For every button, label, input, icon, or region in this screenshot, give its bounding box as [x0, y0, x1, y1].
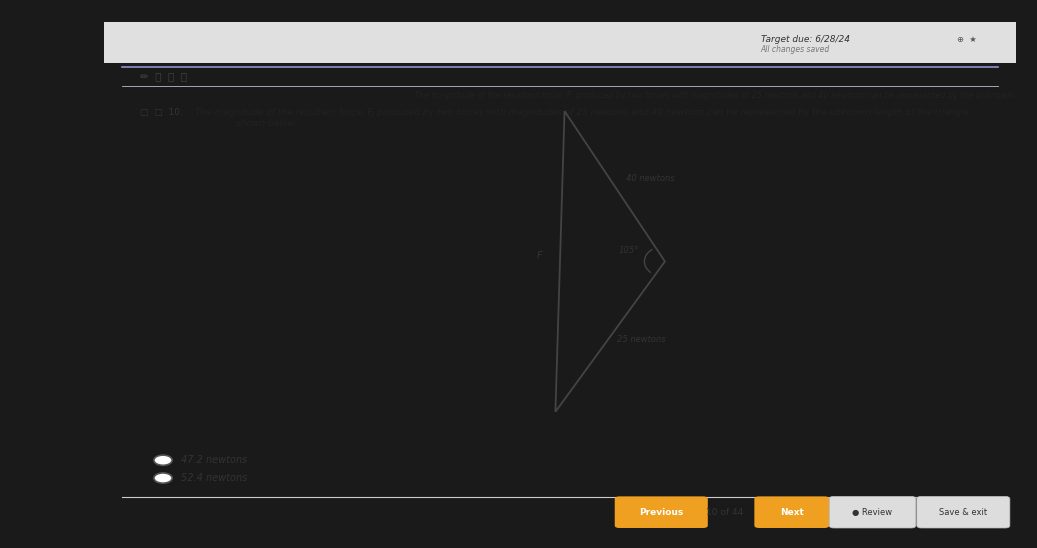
Text: 52.4 newtons: 52.4 newtons — [181, 473, 248, 483]
Text: All changes saved: All changes saved — [761, 45, 830, 54]
FancyBboxPatch shape — [830, 496, 916, 528]
Text: □  □  10.: □ □ 10. — [140, 108, 184, 117]
FancyBboxPatch shape — [615, 496, 708, 528]
Text: 105°: 105° — [618, 246, 639, 255]
Text: The magnitude of the resultant force, F, produced by two forces with magnitudes : The magnitude of the resultant force, F,… — [414, 92, 1037, 100]
Text: Target due: 6/28/24: Target due: 6/28/24 — [761, 35, 849, 44]
Text: What is the magnitude of F?: What is the magnitude of F? — [195, 436, 351, 446]
Text: 10 of 44: 10 of 44 — [705, 507, 742, 517]
FancyBboxPatch shape — [917, 496, 1010, 528]
Text: Save & exit: Save & exit — [940, 507, 987, 517]
Text: F: F — [537, 252, 542, 261]
FancyBboxPatch shape — [754, 496, 830, 528]
Circle shape — [153, 455, 172, 465]
Text: Next: Next — [780, 507, 804, 517]
Text: 47.2 newtons: 47.2 newtons — [181, 455, 248, 465]
Text: ● Review: ● Review — [852, 507, 892, 517]
Text: Previous: Previous — [639, 507, 683, 517]
FancyBboxPatch shape — [104, 22, 1016, 62]
Text: shown below.: shown below. — [236, 119, 297, 128]
Text: 40 newtons: 40 newtons — [625, 174, 674, 183]
Text: ✏  ⃠  ⎗  ⓘ: ✏ ⃠ ⎗ ⓘ — [140, 71, 188, 82]
Circle shape — [153, 473, 172, 483]
Text: 25 newtons: 25 newtons — [617, 335, 666, 344]
Text: ⊕  ★: ⊕ ★ — [957, 35, 977, 44]
Text: The magnitude of the resultant force, F, produced by two forces with magnitudes : The magnitude of the resultant force, F,… — [195, 108, 970, 117]
